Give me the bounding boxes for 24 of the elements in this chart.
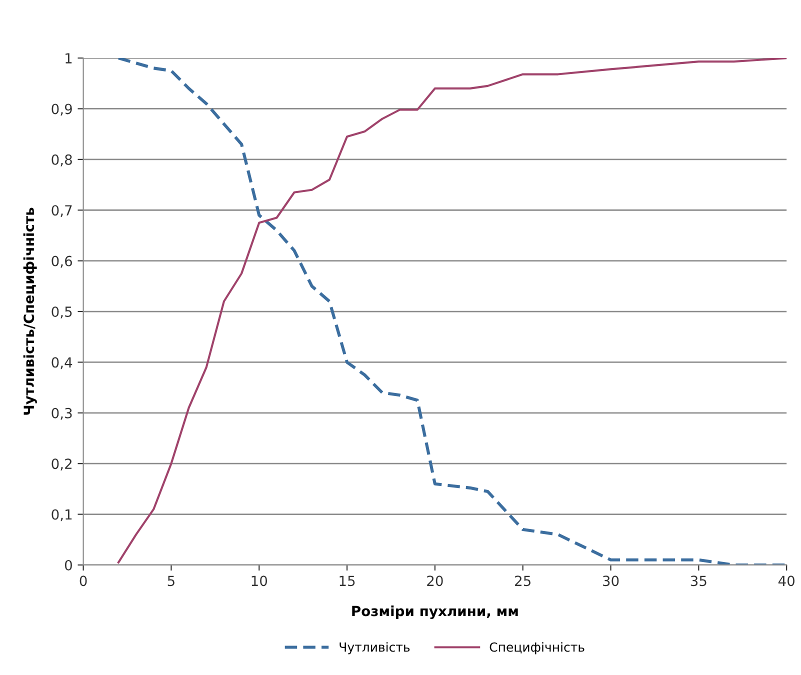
y-tick-label: 1: [66, 53, 72, 64]
y-tick-label: 0,4: [52, 357, 72, 370]
y-tick-label: 0,7: [52, 205, 72, 218]
x-tick-label: 5: [168, 576, 174, 586]
y-tick-label: 0: [64, 560, 72, 570]
legend-label: Чутливість: [340, 642, 410, 654]
y-tick-label: 0,9: [52, 104, 72, 116]
y-tick-label: 0,8: [52, 154, 72, 166]
x-tick-label: 20: [427, 576, 443, 586]
y-tick-label: 0,6: [52, 256, 72, 268]
x-tick-label: 25: [515, 576, 530, 586]
y-tick-label: 0,1: [52, 509, 72, 522]
y-tick-label: 0,3: [52, 408, 72, 420]
y-tick-label: 0,5: [52, 306, 72, 318]
x-tick-label: 0: [80, 576, 87, 586]
x-tick-label: 35: [690, 576, 706, 586]
x-axis-title: Розміри пухлини, мм: [352, 606, 518, 620]
legend-label: Специфічність: [490, 642, 584, 654]
x-tick-label: 15: [340, 576, 355, 586]
y-axis-title: Чутливість/Специфічність: [23, 208, 37, 415]
x-tick-label: 30: [602, 576, 619, 586]
y-tick-label: 0,2: [52, 458, 72, 470]
x-tick-label: 10: [252, 576, 268, 586]
x-tick-label: 40: [778, 576, 794, 586]
